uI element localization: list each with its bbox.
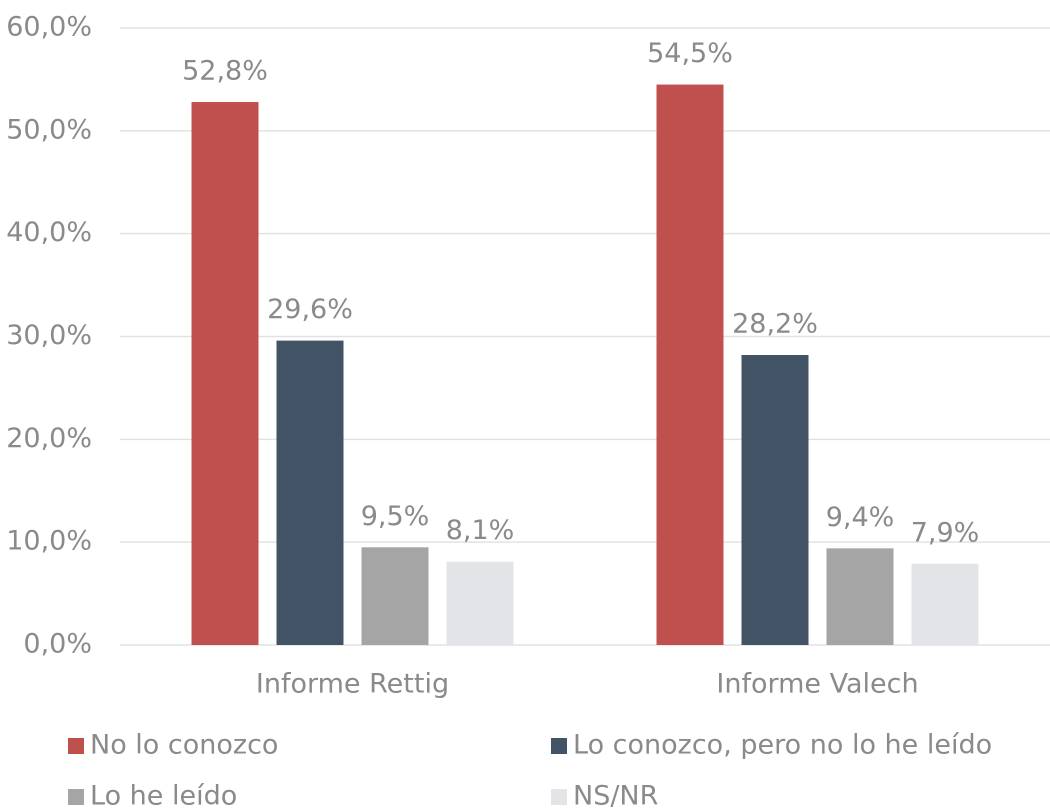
data-label: 9,4% [826, 502, 895, 533]
y-tick-label: 40,0% [6, 217, 92, 248]
data-label: 28,2% [732, 309, 818, 340]
bar [446, 561, 514, 645]
bar [361, 547, 429, 645]
data-label: 9,5% [361, 501, 430, 532]
legend-label: No lo conozco [90, 730, 278, 761]
x-tick-label: Informe Rettig [256, 669, 449, 700]
legend-marker [68, 789, 84, 805]
legend-label: Lo he leído [90, 781, 237, 810]
legend-marker [551, 789, 567, 805]
y-tick-label: 0,0% [23, 629, 92, 660]
bar [911, 563, 979, 645]
y-tick-label: 60,0% [6, 12, 92, 43]
data-label: 8,1% [446, 515, 515, 546]
legend-label: Lo conozco, pero no lo he leído [573, 730, 992, 761]
bar [276, 340, 344, 645]
y-tick-label: 30,0% [6, 320, 92, 351]
y-tick-label: 50,0% [6, 114, 92, 145]
bar [191, 102, 259, 646]
data-label: 54,5% [647, 38, 733, 69]
legend-marker [68, 738, 84, 754]
y-tick-label: 20,0% [6, 423, 92, 454]
y-tick-label: 10,0% [6, 526, 92, 557]
bar [826, 548, 894, 645]
data-label: 29,6% [267, 294, 353, 325]
legend-marker [551, 738, 567, 754]
x-tick-label: Informe Valech [716, 669, 918, 700]
data-label: 7,9% [911, 517, 980, 548]
data-label: 52,8% [182, 56, 268, 87]
bar [656, 84, 724, 645]
legend-label: NS/NR [573, 781, 658, 810]
bar [741, 355, 809, 645]
